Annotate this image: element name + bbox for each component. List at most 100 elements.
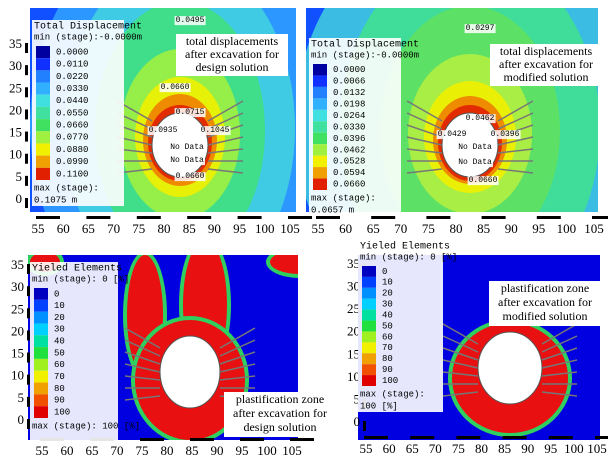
legend-label: 0.0330 [333,122,365,132]
legend-min: min (stage): 0 [%] [32,274,129,284]
legend-label: 40 [382,310,393,320]
scale-bar [36,216,60,219]
rock-bolt [497,148,534,154]
legend-swatch [36,94,50,107]
legend-swatch [313,155,327,168]
legend-swatch [362,364,376,376]
scale-bar [592,216,608,219]
value-label-box [174,16,206,26]
legend-label: 0.1100 [56,169,88,179]
value-label: 0.0429 [438,130,467,139]
legend-swatch [36,167,50,180]
legend-swatch [36,82,50,95]
legend-swatch [34,288,48,300]
legend-label: 90 [382,365,393,375]
scale-bar [25,87,28,98]
x-tick-label: 100 [564,441,584,456]
legend-swatch [36,119,50,132]
legend-label: 0.0330 [56,84,88,94]
y-tick-label: 20 [347,324,360,339]
scale-bar [371,216,396,219]
y-tick-label: 30 [11,279,24,294]
x-tick-label: 95 [233,221,246,236]
value-label-box [464,114,496,124]
x-tick-label: 70 [111,443,124,458]
rock-bolt [219,375,256,381]
y-tick-label: 35 [9,36,22,51]
x-tick-label: 80 [475,441,488,456]
y-tick-label: 15 [11,346,24,361]
annotation-line: after excavation for [498,295,592,309]
value-label-box [159,83,191,93]
x-tick-label: 75 [422,221,435,236]
value-label-box [464,24,496,34]
legend-max: max (stage): [34,183,99,193]
legend-label: 0.0132 [333,88,365,98]
legend-swatch [313,121,327,133]
value-label-box [199,126,231,136]
legend-max: max (stage): [360,389,425,399]
x-tick-label: 105 [587,441,607,456]
legend-label: 90 [54,396,65,406]
annotation-line: design solution [195,60,268,74]
rock-bolt [442,359,479,369]
x-tick-label: 100 [557,221,577,236]
rock-bolt [207,168,244,174]
legend-label: 100 [382,376,398,386]
rock-bolt [497,168,534,174]
value-label-box [457,158,493,168]
scale-bar [27,419,30,429]
value-label: 0.0396 [491,130,520,139]
value-label-box [169,143,205,153]
value-label-box [467,176,499,186]
x-tick-label: 55 [32,221,45,236]
legend-label: 60 [54,360,65,370]
annotation-line: design solution [243,420,316,434]
value-label: No Data [458,158,492,167]
rock-bolt [219,339,256,357]
legend-swatch [362,309,376,321]
legend-swatch [362,298,376,310]
legend-swatch [36,58,50,71]
legend-swatch [313,64,327,76]
x-tick-label: 105 [584,221,604,236]
rock-bolt [541,391,578,397]
legend-max: max (stage): [311,193,376,203]
rock-bolt [219,363,256,373]
annotation-line: after excavation for [233,406,327,420]
legend-label: 0.0220 [56,72,88,82]
scale-bar [136,216,161,219]
scale-bar [316,216,340,219]
x-tick-label: 65 [82,221,95,236]
legend-swatch [313,167,327,179]
scale-bar [410,436,435,439]
panel: 55 60 65 70 75 80 85 90 95 100 10535302520151050Yi… [11,255,336,458]
rock-bolt [541,335,578,353]
legend-label: 80 [54,384,65,394]
legend-swatch [362,266,376,277]
value-label-box [169,156,205,166]
legend-label: 40 [54,337,65,347]
x-tick-label: 65 [86,443,99,458]
annotation-line: total displacements [500,44,593,58]
scale-bar [27,352,30,363]
annotation-box [489,281,601,326]
x-tick-label: 70 [394,221,407,236]
rock-bolt [442,391,479,397]
value-label-box [174,172,206,182]
legend-swatch [313,109,327,122]
x-tick-label: 95 [532,221,545,236]
legend-swatch [313,144,327,156]
legend-swatch [313,98,327,110]
rock-bolt [406,124,443,138]
scale-bar [426,216,451,219]
annotation-line: modified solution [504,70,589,84]
legend-swatch [34,311,48,324]
legend-label: 0.0594 [333,168,365,178]
legend-label: 70 [382,343,393,353]
x-tick-label: 60 [383,441,396,456]
legend-title: Total Displacement [311,39,419,51]
tunnel [159,335,221,409]
legend-label: 0.0660 [333,180,365,190]
